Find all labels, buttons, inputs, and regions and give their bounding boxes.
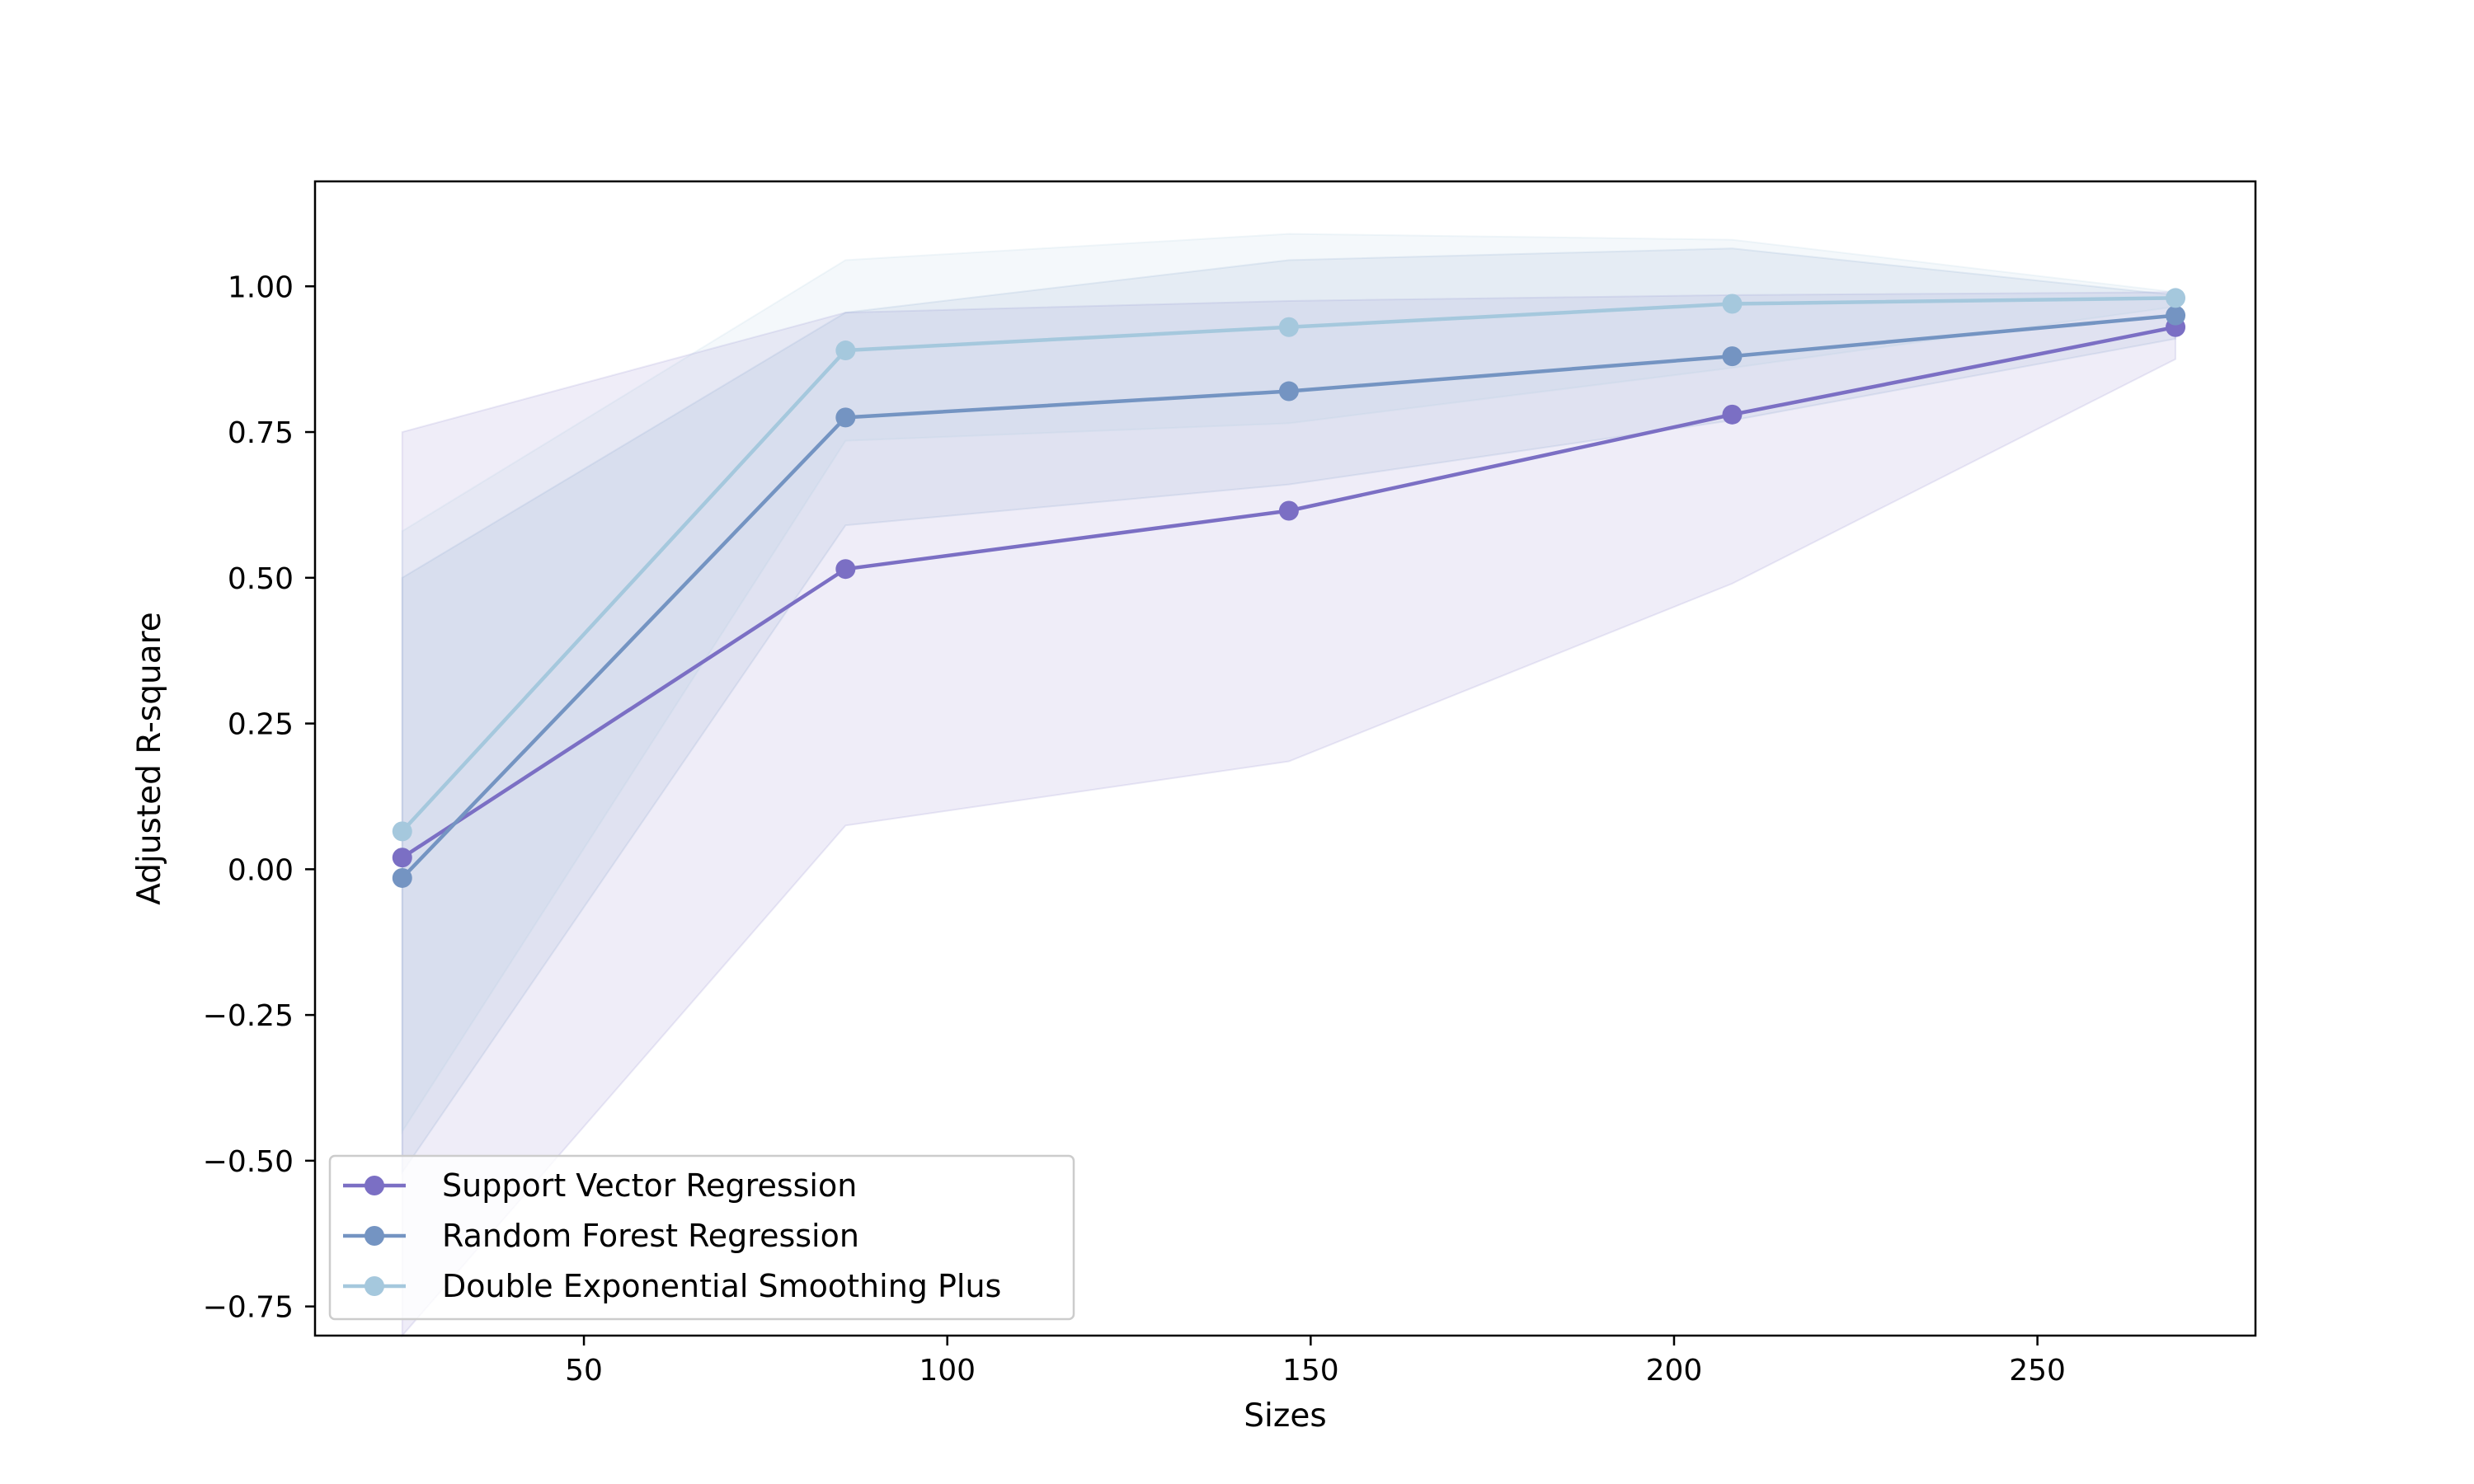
point-series-3-1 [392, 821, 412, 842]
y-tick-label: −0.75 [203, 1291, 294, 1325]
point-series-2-4 [1722, 346, 1743, 367]
x-axis-ticks: 50 100 150 200 250 [565, 1336, 2066, 1388]
y-tick-label: 0.00 [228, 853, 294, 887]
point-series-3-2 [835, 340, 856, 361]
point-series-2-1 [392, 867, 412, 888]
legend-marker-1 [365, 1176, 384, 1195]
y-tick-label: −0.25 [203, 999, 294, 1033]
point-series-3-4 [1722, 294, 1743, 314]
legend-label-1: Support Vector Regression [442, 1167, 857, 1204]
legend-marker-2 [365, 1226, 384, 1246]
y-tick-label: 0.75 [228, 416, 294, 450]
x-tick-label: 100 [919, 1354, 976, 1388]
x-axis-label: Sizes [1244, 1397, 1326, 1435]
legend-marker-3 [365, 1276, 384, 1296]
y-tick-label: 0.50 [228, 562, 294, 596]
y-axis-label: Adjusted R-square [131, 612, 168, 905]
x-tick-label: 250 [2009, 1354, 2066, 1388]
point-series-2-5 [2166, 305, 2186, 326]
band-series-2 [401, 247, 2177, 1176]
plot-frame [313, 180, 2257, 1337]
legend-label-2: Random Forest Regression [442, 1218, 859, 1254]
legend-label-3: Double Exponential Smoothing Plus [442, 1268, 1001, 1304]
legend: Support Vector Regression Random Forest R… [328, 1154, 1075, 1321]
point-series-1-3 [1278, 500, 1299, 521]
point-series-1-4 [1722, 404, 1743, 425]
point-series-3-3 [1278, 317, 1299, 337]
x-tick-label: 50 [565, 1354, 603, 1388]
y-tick-label: 1.00 [228, 270, 294, 304]
point-series-1-2 [835, 559, 856, 580]
point-series-2-3 [1278, 381, 1299, 402]
band-series-1 [401, 291, 2177, 1338]
y-tick-label: 0.25 [228, 708, 294, 742]
y-tick-label: −0.50 [203, 1145, 294, 1179]
legend-box [328, 1154, 1075, 1321]
point-series-1-1 [392, 848, 412, 868]
x-tick-label: 150 [1282, 1354, 1339, 1388]
point-series-3-5 [2166, 288, 2186, 308]
series-markers [392, 288, 2186, 888]
point-series-2-2 [835, 407, 856, 428]
y-axis-ticks: −0.75 −0.50 −0.25 0.00 0.25 0.50 0.75 1.00 [203, 270, 315, 1325]
x-tick-label: 200 [1646, 1354, 1703, 1388]
